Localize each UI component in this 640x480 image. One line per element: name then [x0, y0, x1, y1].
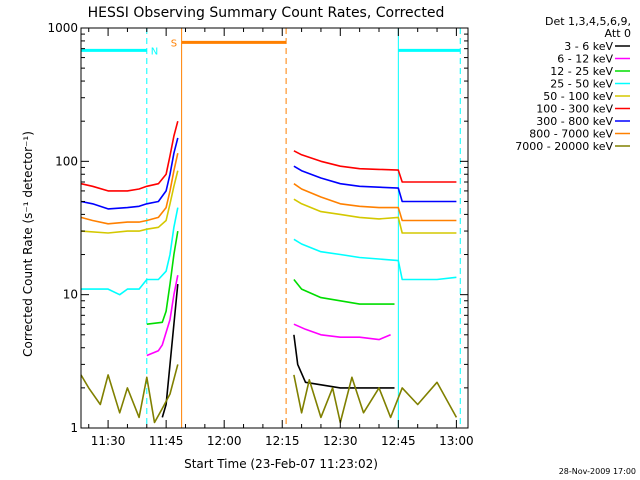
y-axis-label: Corrected Count Rate (s⁻¹ detector⁻¹)	[21, 131, 35, 357]
footer-timestamp: 28-Nov-2009 17:00	[559, 467, 636, 476]
series-line	[80, 137, 179, 210]
legend-header-line-2: Att 0	[605, 27, 631, 40]
axes: 11:30 11:45 12:00 12:15 12:30 12:45 13:00 1 10 10…	[47, 21, 473, 448]
series-line	[293, 150, 457, 183]
series-line	[161, 284, 179, 418]
legend-label: 6 - 12 keV	[557, 53, 613, 66]
x-tick-label: 11:30	[91, 434, 126, 448]
series-line	[80, 170, 179, 234]
series-4	[80, 170, 457, 234]
series-3	[81, 207, 457, 296]
series-line	[293, 238, 457, 281]
series-line	[293, 334, 395, 389]
x-tick-label: 11:45	[149, 434, 184, 448]
series-0	[161, 284, 395, 418]
y-tick-label: 10	[63, 288, 78, 302]
night-label: N	[151, 46, 158, 57]
orbit-overlays: NS	[81, 28, 461, 428]
x-tick-label: 12:15	[265, 434, 300, 448]
series-6	[80, 137, 457, 210]
legend-label: 100 - 300 keV	[536, 103, 613, 116]
legend-label: 300 - 800 keV	[536, 115, 613, 128]
y-tick-label: 100	[55, 154, 78, 168]
x-axis-label: Start Time (23-Feb-07 11:23:02)	[184, 457, 378, 471]
series-2	[146, 230, 395, 325]
series-line	[80, 120, 179, 192]
x-tick-label: 12:30	[323, 434, 358, 448]
series-5	[80, 120, 457, 192]
legend-label: 50 - 100 keV	[543, 90, 613, 103]
x-tick-label: 12:45	[381, 434, 416, 448]
series-line	[293, 198, 457, 234]
series-7	[80, 153, 457, 225]
legend-label: 800 - 7000 keV	[529, 128, 613, 141]
legend-label: 7000 - 20000 keV	[515, 140, 613, 153]
saa-label: S	[171, 38, 177, 49]
series-line	[146, 230, 179, 325]
chart-title: HESSI Observing Summary Count Rates, Cor…	[88, 5, 445, 21]
y-tick-label: 1000	[47, 21, 78, 35]
x-tick-label: 12:00	[207, 434, 242, 448]
x-tick-label: 13:00	[439, 434, 474, 448]
series-line	[81, 207, 179, 296]
plot-frame	[80, 27, 469, 429]
series-8	[80, 364, 458, 424]
series-line	[293, 183, 457, 222]
series-line	[293, 323, 391, 341]
legend-label: 25 - 50 keV	[550, 78, 613, 91]
series-line	[80, 153, 179, 225]
legend-header-line-1: Det 1,3,4,5,6,9,	[545, 15, 631, 28]
legend-label: 12 - 25 keV	[550, 65, 613, 78]
series-line	[293, 374, 458, 424]
series-line	[293, 165, 457, 203]
series-line	[146, 275, 179, 357]
series-line	[293, 278, 395, 305]
y-tick-label: 1	[70, 421, 78, 435]
series-1	[146, 275, 391, 357]
series-layer	[80, 120, 458, 424]
legend-label: 3 - 6 keV	[564, 40, 613, 53]
series-line	[80, 364, 179, 424]
